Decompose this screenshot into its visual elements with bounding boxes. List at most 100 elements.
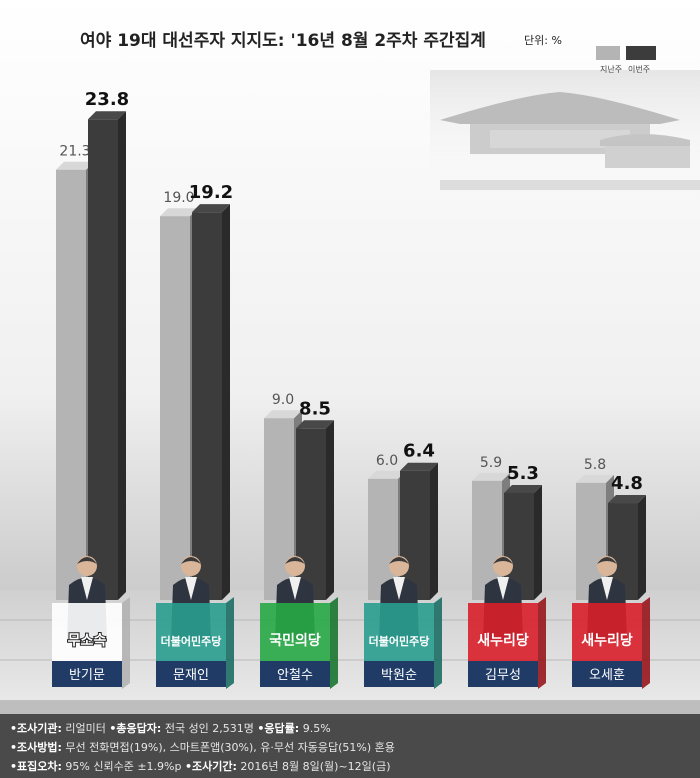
footer-line: •조사기관: 리얼미터 •총응답자: 전국 성인 2,531명 •응답률: 9.… xyxy=(10,720,331,736)
bar-side xyxy=(222,204,230,600)
shirt xyxy=(81,577,93,600)
footer-value: 9.5% xyxy=(299,722,331,735)
footer-key: •표집오차: xyxy=(10,760,62,773)
badge-side xyxy=(122,597,130,689)
bar-top xyxy=(296,420,334,429)
unit-label: 단위: % xyxy=(524,34,562,47)
value-label: 6.0 xyxy=(376,453,398,469)
footer-value: 리얼미터 xyxy=(61,722,110,735)
bar-side xyxy=(118,111,126,601)
shirt xyxy=(289,577,301,600)
bar-top xyxy=(608,495,646,504)
value-label: 23.8 xyxy=(85,89,129,110)
bars: 21.3 23.8 19.019.2 9.0 8.5 6.0 6.4 5.9 5.3 5.8 4.8 xyxy=(56,89,646,601)
bar-top xyxy=(264,410,302,419)
footer-value: 95% 신뢰수준 ±1.9%p xyxy=(61,760,185,773)
candidate-name: 오세훈 xyxy=(589,668,625,683)
candidate-name: 안철수 xyxy=(277,668,313,683)
footer-key: •조사방법: xyxy=(10,741,62,754)
name-plate xyxy=(468,661,538,687)
candidate-name: 문재인 xyxy=(173,668,209,683)
shirt xyxy=(497,577,509,600)
bar-side xyxy=(326,420,334,600)
value-label: 21.3 xyxy=(59,144,90,160)
palace-backdrop xyxy=(430,70,700,200)
value-label: 9.0 xyxy=(272,392,294,408)
footer-key: •조사기관: xyxy=(10,722,62,735)
bar-top xyxy=(576,474,614,483)
footer-value: 무선 전화면접(19%), 스마트폰앱(30%), 유·무선 자동응답(51%)… xyxy=(61,741,395,754)
value-label: 8.5 xyxy=(299,398,331,419)
name-plate xyxy=(156,661,226,687)
party-name: 새누리당 xyxy=(477,632,529,649)
party-color-block xyxy=(572,603,642,661)
value-label: 5.3 xyxy=(507,463,539,484)
footer-line: •표집오차: 95% 신뢰수준 ±1.9%p •조사기간: 2016년 8월 8… xyxy=(10,758,391,774)
party-color-block xyxy=(52,603,122,661)
badge-side xyxy=(434,597,442,689)
badge-side xyxy=(226,597,234,689)
bar-this-week: 19.2 xyxy=(189,182,233,600)
bar-this-week: 23.8 xyxy=(85,89,129,601)
party-name: 더불어민주당 xyxy=(161,634,222,648)
footer-key: •응답률: xyxy=(257,722,300,735)
bar-front xyxy=(192,212,222,600)
bar-side xyxy=(430,462,438,600)
shirt xyxy=(393,577,405,600)
bar-this-week: 8.5 xyxy=(296,398,334,600)
hair xyxy=(285,557,305,564)
name-plate xyxy=(364,661,434,687)
name-plate xyxy=(260,661,330,687)
footer-value: 전국 성인 2,531명 xyxy=(161,722,258,735)
footer-key: •조사기간: xyxy=(184,760,237,773)
value-label: 4.8 xyxy=(611,473,643,494)
hair xyxy=(181,557,201,564)
bar-top xyxy=(88,111,126,120)
bar-top xyxy=(160,208,198,217)
bar-top xyxy=(400,462,438,471)
candidate-name: 반기문 xyxy=(69,668,105,683)
party-name: 국민의당 xyxy=(269,632,321,649)
badge-side xyxy=(538,597,546,689)
bar-top xyxy=(368,470,406,479)
hair xyxy=(389,557,409,564)
bar-front xyxy=(88,119,118,601)
party-name: 무소속 xyxy=(68,633,107,649)
hair xyxy=(493,557,513,564)
legend: 지난주 이번주 xyxy=(596,46,656,74)
party-color-block xyxy=(468,603,538,661)
bar-front xyxy=(56,169,86,601)
value-label: 6.4 xyxy=(403,441,435,462)
value-label: 19.0 xyxy=(163,190,194,206)
bar-this-week: 4.8 xyxy=(608,473,646,600)
badge-side xyxy=(330,597,338,689)
party-badges: 무소속반기문더불어민주당문재인국민의당안철수더불어민주당박원순새누리당김무성새누… xyxy=(52,597,650,689)
party-color-block xyxy=(260,603,330,661)
party-color-block xyxy=(156,603,226,661)
chart-title: 여야 19대 대선주자 지지도: '16년 8월 2주차 주간집계 xyxy=(80,31,486,51)
hair xyxy=(77,557,97,564)
bar-top xyxy=(504,484,542,493)
value-label: 19.2 xyxy=(189,182,233,203)
party-name: 더불어민주당 xyxy=(369,634,430,648)
footer-line: •조사방법: 무선 전화면접(19%), 스마트폰앱(30%), 유·무선 자동… xyxy=(10,739,395,755)
footer-value: 2016년 8월 8일(월)~12일(금) xyxy=(236,760,391,773)
survey-info-footer: •조사기관: 리얼미터 •총응답자: 전국 성인 2,531명 •응답률: 9.… xyxy=(0,714,700,778)
bar-front xyxy=(160,216,190,600)
bar-top xyxy=(472,472,510,481)
bar-top xyxy=(56,161,94,170)
value-label: 5.8 xyxy=(584,457,606,473)
shirt xyxy=(185,577,197,600)
legend-label-this-week: 이번주 xyxy=(628,64,650,74)
name-plate xyxy=(572,661,642,687)
candidate-name: 김무성 xyxy=(485,668,521,683)
bar-top xyxy=(192,204,230,213)
badge-side xyxy=(642,597,650,689)
